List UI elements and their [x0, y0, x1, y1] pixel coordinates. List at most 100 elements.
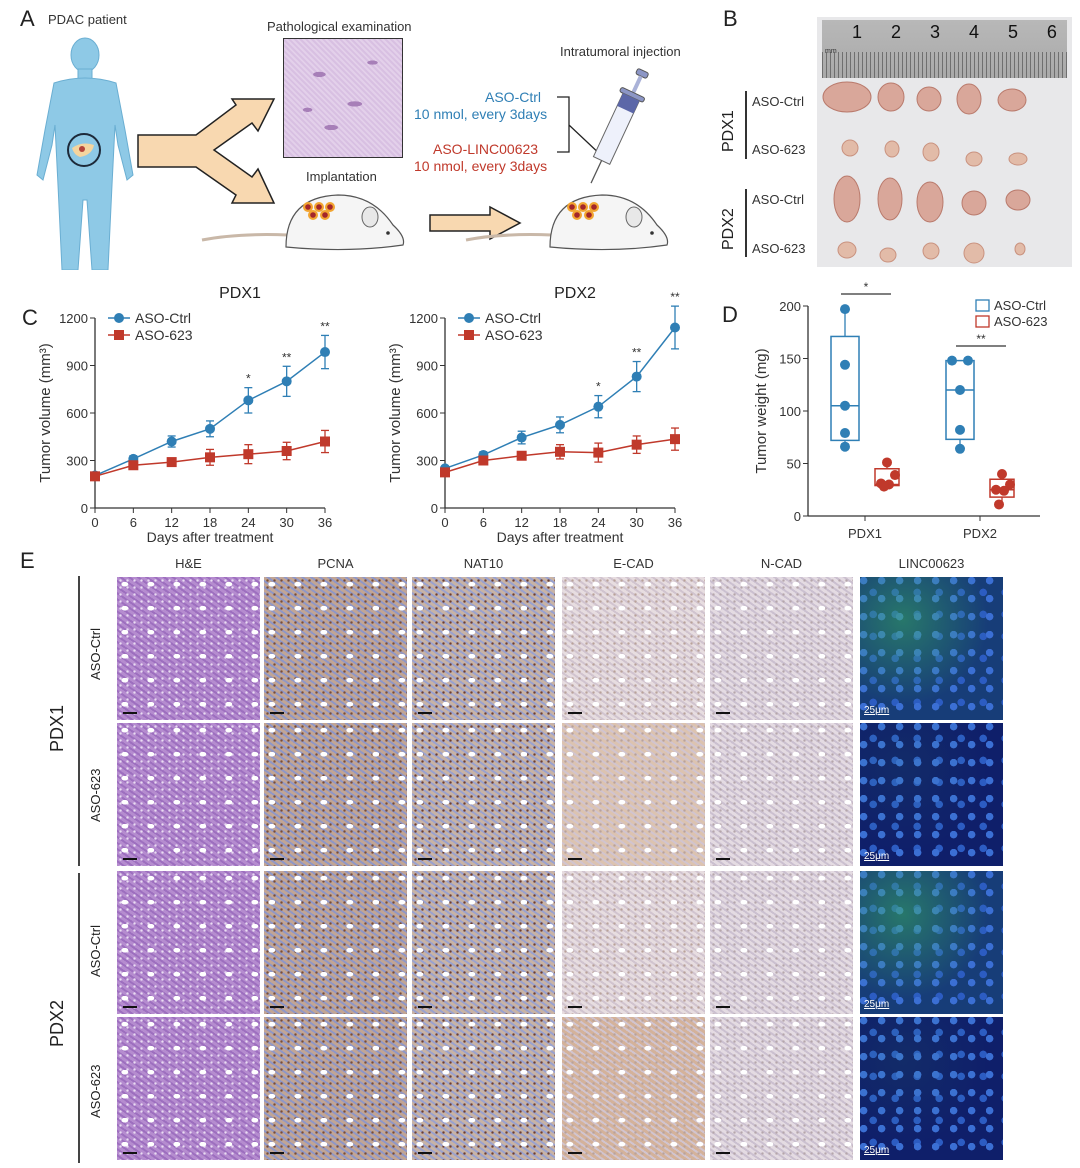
histology-image: 25μm	[860, 723, 1003, 866]
y-tick-label: 50	[787, 457, 801, 472]
group-bracket	[745, 91, 747, 159]
data-point	[955, 385, 965, 395]
column-header: PCNA	[317, 556, 354, 571]
legend-label: ASO-Ctrl	[485, 310, 541, 326]
group-bracket	[78, 873, 80, 1163]
x-tick-label: 0	[91, 515, 98, 530]
x-tick-label: 30	[629, 515, 643, 530]
legend-label: ASO-623	[135, 327, 193, 343]
group-label-pdx1: PDX1	[47, 704, 67, 752]
x-tick-label: 30	[279, 515, 293, 530]
significance-marker: *	[864, 280, 869, 294]
data-point	[882, 457, 892, 468]
data-point	[555, 446, 565, 457]
data-point	[166, 436, 177, 447]
legend-marker	[114, 313, 124, 323]
data-point	[955, 424, 965, 435]
scale-bar	[270, 1006, 284, 1008]
data-point	[890, 470, 900, 481]
data-point	[840, 304, 850, 315]
data-point	[281, 446, 292, 456]
histology-image	[710, 723, 853, 866]
data-point	[631, 371, 642, 382]
data-point	[670, 434, 680, 445]
ruler-number: 2	[890, 22, 901, 42]
y-tick-label: 300	[416, 454, 438, 469]
chart-title: PDX1	[219, 285, 261, 302]
significance-marker: **	[320, 319, 330, 333]
column-header: N-CAD	[760, 556, 803, 571]
histology-image	[710, 577, 853, 720]
scale-bar-label: 25μm	[864, 705, 890, 716]
y-tick-label: 900	[66, 359, 88, 374]
y-tick-label: 600	[416, 406, 438, 421]
legend-marker	[114, 330, 124, 340]
tumor-specimens	[822, 81, 1031, 264]
histology-image	[117, 871, 260, 1014]
line-chart-pdx2: PDX2 0 300 600 900 1200 0 6 12 18 24 30 36 Days after…	[387, 285, 682, 545]
scale-bar-label: 25μm	[864, 999, 890, 1010]
right-arrow-icon	[429, 205, 522, 241]
ruler-number: 4	[968, 22, 979, 42]
scale-bar	[418, 712, 432, 714]
box	[830, 335, 860, 442]
ruler-number: 6	[1046, 22, 1057, 42]
data-point	[281, 376, 292, 387]
ruler: mm 1 2 3 4 5 6	[822, 20, 1067, 78]
significance-marker: *	[246, 372, 251, 386]
x-axis-label: Days after treatment	[497, 529, 624, 545]
legend-marker	[975, 315, 990, 328]
histology-image	[710, 871, 853, 1014]
group-label-pdx1: PDX1	[720, 110, 737, 152]
y-axis-label: Tumor volume (mm³)	[387, 343, 404, 482]
scale-bar	[270, 712, 284, 714]
histology-image: 25μm	[860, 577, 1003, 720]
human-body-icon	[36, 37, 134, 270]
scale-bar-label: 25μm	[864, 851, 890, 862]
x-tick-label: PDX1	[848, 526, 882, 541]
scale-bar	[418, 858, 432, 860]
ruler-number: 1	[852, 22, 863, 42]
x-tick-label: 0	[441, 515, 448, 530]
row-label: ASO-623	[88, 768, 103, 822]
data-point	[991, 484, 1001, 495]
scale-bar	[716, 1006, 730, 1008]
histology-image	[562, 723, 705, 866]
histology-image	[117, 577, 260, 720]
row-label: ASO-623	[752, 241, 806, 256]
histology-image	[412, 577, 555, 720]
y-tick-label: 600	[66, 406, 88, 421]
histology-image	[412, 723, 555, 866]
scale-bar	[270, 858, 284, 860]
data-point	[516, 450, 527, 461]
significance-marker: **	[976, 332, 986, 346]
data-point	[243, 449, 254, 460]
y-tick-label: 0	[794, 509, 801, 524]
legend-marker	[464, 313, 474, 323]
data-point	[840, 441, 850, 452]
histology-image	[562, 577, 705, 720]
legend-label: ASO-623	[994, 314, 1047, 329]
ruler-numbers: 1 2 3 4 5 6	[852, 22, 1057, 43]
fork-arrow-icon	[137, 98, 276, 204]
patient-label: PDAC patient	[48, 12, 127, 27]
column-header: NAT10	[463, 556, 504, 571]
scale-bar	[123, 858, 137, 860]
mouse-icon	[465, 194, 669, 251]
data-point	[955, 443, 965, 454]
column-header: E-CAD	[613, 556, 654, 571]
tumor-photo: mm 1 2 3 4 5 6	[817, 17, 1072, 267]
scale-bar	[716, 858, 730, 860]
x-tick-label: 24	[591, 515, 605, 530]
scale-bar	[568, 712, 582, 714]
x-tick-label: 12	[514, 515, 528, 530]
injection-label: Intratumoral injection	[560, 44, 681, 59]
data-point	[205, 423, 215, 434]
data-point	[243, 395, 254, 406]
legend-marker	[464, 330, 474, 340]
significance-marker: **	[632, 346, 642, 360]
x-tick-label: 6	[480, 515, 487, 530]
row-label: ASO-Ctrl	[752, 192, 804, 207]
group-label-pdx2: PDX2	[47, 999, 67, 1047]
scale-bar-label: 25μm	[864, 1145, 890, 1156]
